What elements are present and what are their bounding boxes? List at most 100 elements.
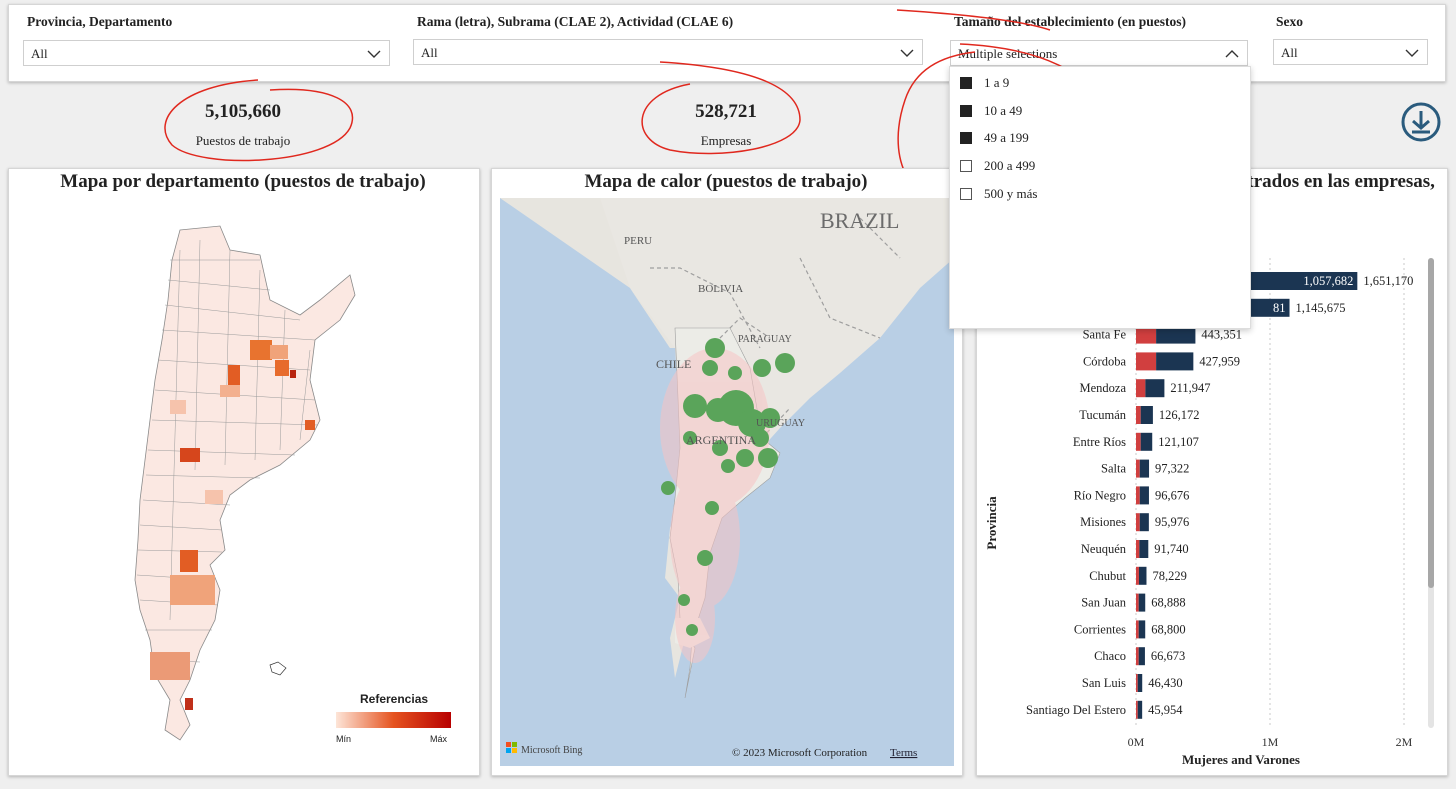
bar-varones: [1139, 540, 1149, 558]
tamano-option-500-y-mas[interactable]: 500 y más: [960, 186, 1037, 202]
bar-mujeres: [1136, 379, 1146, 398]
provincia-dropdown[interactable]: All: [23, 40, 390, 66]
bar-varones: [1139, 486, 1149, 505]
kpi-empresas-label: Empresas: [700, 133, 752, 148]
tamano-dropdown[interactable]: Multiple selections: [950, 40, 1248, 66]
bar-varones: [1139, 459, 1150, 478]
total-value-label: 427,959: [1199, 354, 1240, 368]
x-tick-label: 2M: [1396, 735, 1413, 749]
bar-mujeres: [1136, 459, 1140, 478]
export-download-icon[interactable]: [1400, 101, 1442, 143]
category-label: Corrientes: [1074, 622, 1126, 636]
map-departamento-title: Mapa por departamento (puestos de trabaj…: [60, 171, 426, 192]
bar-varones: [1156, 352, 1194, 371]
bar-mujeres: [1136, 700, 1138, 719]
total-value-label: 211,947: [1170, 381, 1210, 395]
map-label-peru: PERU: [624, 235, 652, 247]
option-label: 200 a 499: [984, 158, 1036, 173]
checkbox[interactable]: [960, 160, 972, 172]
microsoft-bing-logo: [506, 742, 517, 753]
total-value-label: 95,976: [1155, 515, 1189, 529]
rama-filter-label: Rama (letra), Subrama (CLAE 2), Activida…: [417, 14, 734, 29]
total-value-label: 68,800: [1151, 622, 1185, 636]
province-bar-chart[interactable]: 0M 1M 2M 1,057,682 1,651,170 81 1,145,675 Sant…: [976, 240, 1446, 770]
tamano-option-49-a-199[interactable]: 49 a 199: [960, 130, 1029, 146]
checkbox[interactable]: [960, 132, 972, 144]
category-label: Entre Ríos: [1073, 435, 1126, 449]
tamano-option-10-a-49[interactable]: 10 a 49: [960, 103, 1022, 119]
chevron-down-icon: [900, 49, 914, 57]
category-label: Córdoba: [1083, 354, 1127, 368]
tamano-dropdown-list: 1 a 9 10 a 49 49 a 199 200 a 499 500 y m…: [949, 66, 1251, 329]
bar-mujeres: [1136, 406, 1141, 424]
map-label-uruguay: URUGUAY: [756, 418, 805, 429]
bar-mujeres: [1136, 674, 1138, 692]
varones-value-label: 1,057,682: [1303, 274, 1353, 288]
map-copyright: © 2023 Microsoft Corporation: [732, 747, 868, 759]
total-value-label: 66,673: [1151, 649, 1185, 663]
bar-varones: [1140, 406, 1153, 424]
checkbox[interactable]: [960, 105, 972, 117]
bar-varones: [1137, 700, 1143, 719]
bar-mujeres: [1136, 593, 1139, 612]
map-label-brazil: BRAZIL: [820, 208, 899, 233]
total-value-label: 46,430: [1148, 676, 1182, 690]
scrollbar-thumb[interactable]: [1428, 258, 1434, 588]
bar-mujeres: [1136, 432, 1141, 451]
category-label: Neuquén: [1081, 542, 1127, 556]
total-value-label: 126,172: [1159, 408, 1200, 422]
tamano-option-200-a-499[interactable]: 200 a 499: [960, 158, 1035, 174]
total-value-label: 1,145,675: [1296, 301, 1346, 315]
map-label-bolivia: BOLIVIA: [698, 283, 743, 295]
total-value-label: 1,651,170: [1363, 274, 1413, 288]
map-legend-title: Referencias: [360, 692, 429, 706]
map-legend-max: Máx: [430, 734, 448, 744]
checkbox[interactable]: [960, 77, 972, 89]
y-axis-title: Provincia: [984, 496, 999, 550]
bar-mujeres: [1136, 620, 1139, 639]
bar-varones: [1145, 379, 1165, 398]
kpi-puestos-label: Puestos de trabajo: [195, 133, 291, 148]
bar-mujeres: [1136, 566, 1139, 585]
map-label-argentina: ARGENTINA: [686, 433, 756, 447]
bar-varones: [1139, 513, 1149, 532]
kpi-empresas-value: 528,721: [695, 101, 757, 122]
heatmap-bing-map[interactable]: BRAZIL PERU BOLIVIA PARAGUAY CHILE URUGU…: [500, 198, 954, 766]
total-value-label: 45,954: [1148, 703, 1183, 717]
category-label: San Luis: [1082, 676, 1126, 690]
rama-dropdown[interactable]: All: [413, 39, 923, 65]
category-label: Salta: [1101, 462, 1126, 476]
option-label: 1 a 9: [984, 75, 1010, 90]
kpi-puestos-value: 5,105,660: [205, 101, 281, 122]
varones-value-label: 81: [1273, 301, 1286, 315]
total-value-label: 68,888: [1151, 596, 1185, 610]
map-terms-link[interactable]: Terms: [890, 747, 917, 759]
category-label: Tucumán: [1079, 408, 1127, 422]
chevron-up-icon: [1225, 50, 1239, 58]
checkbox[interactable]: [960, 188, 972, 200]
category-label: Mendoza: [1079, 381, 1126, 395]
bar-varones: [1140, 432, 1153, 451]
total-value-label: 96,676: [1155, 488, 1189, 502]
bar-varones: [1138, 647, 1145, 666]
sexo-filter-label: Sexo: [1276, 14, 1303, 29]
argentina-choropleth-map[interactable]: [110, 220, 370, 745]
bar-varones: [1156, 325, 1196, 344]
map-label-chile: CHILE: [656, 357, 691, 371]
x-axis-title: Mujeres and Varones: [1182, 752, 1300, 767]
map-legend-gradient: [336, 712, 451, 728]
heatmap-title: Mapa de calor (puestos de trabajo): [584, 171, 868, 192]
category-label: Río Negro: [1074, 488, 1126, 502]
provincia-filter-label: Provincia, Departamento: [27, 14, 173, 29]
total-value-label: 97,322: [1155, 462, 1189, 476]
category-label: San Juan: [1081, 596, 1127, 610]
category-label: Chubut: [1089, 569, 1126, 583]
bar-varones: [1138, 620, 1146, 639]
category-label: Misiones: [1080, 515, 1126, 529]
tamano-option-1-a-9[interactable]: 1 a 9: [960, 75, 1009, 91]
bar-mujeres: [1136, 540, 1140, 558]
sexo-dropdown[interactable]: All: [1273, 39, 1428, 65]
sexo-dropdown-value: All: [1281, 45, 1298, 60]
total-value-label: 78,229: [1152, 569, 1186, 583]
category-label: Santiago Del Estero: [1026, 703, 1126, 717]
